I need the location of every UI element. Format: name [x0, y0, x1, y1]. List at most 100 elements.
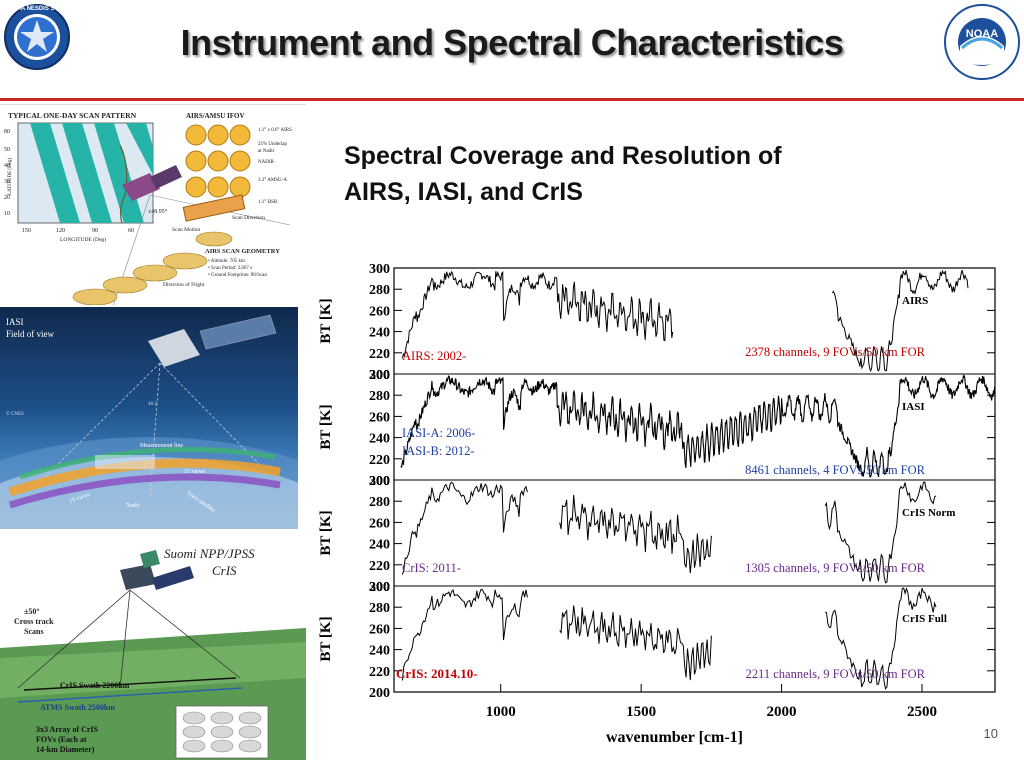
airs-scan-pattern-title: TYPICAL ONE-DAY SCAN PATTERN: [8, 111, 137, 120]
cris-fov-caption-3: 14-km Diameter): [36, 745, 95, 754]
airs-ifov-note-4: NADIR: [258, 160, 274, 165]
page-number: 10: [983, 726, 998, 741]
y-tick-label: 280: [369, 283, 390, 298]
spectrum-line: [831, 269, 969, 373]
spectrum-panel-4: 200 220 240 260 280 300 BT [K] CrIS Full CrIS: 2…: [318, 580, 995, 701]
airs-ifov-note-2: 25% Underlap: [258, 142, 288, 147]
instrument-label: IASI-A: 2006-: [402, 426, 475, 440]
y-tick-label: 240: [369, 432, 390, 447]
y-tick-label: 260: [369, 622, 390, 637]
series-name: IASI: [902, 401, 925, 413]
airs-angle-label: ±48.95°: [148, 208, 168, 215]
cris-fov-figure: Suomi NPP/JPSS CrIS ±50° Cross track Sca…: [0, 538, 306, 760]
x-tick-label: 1000: [486, 704, 516, 720]
y-tick-label: 260: [369, 304, 390, 319]
iasi-nadir: Nadir: [126, 503, 140, 509]
airs-ifov-note-6: 1.1° HSB: [258, 200, 278, 205]
channel-info: 2378 channels, 9 FOVs/50 km FOR: [745, 345, 926, 359]
spectrum-line: [400, 374, 996, 478]
airs-geometry-item-1: • Altitude: 705 km: [208, 259, 245, 264]
spectrum-line: [824, 586, 937, 690]
spectrum-line: [559, 494, 712, 574]
y-tick-label: 300: [369, 368, 390, 383]
slide-title: Instrument and Spectral Characteristics: [180, 22, 844, 63]
channel-info: 1305 channels, 9 FOVs/50 km FOR: [745, 561, 926, 575]
airs-lon-tick-1: 150: [22, 228, 31, 234]
spectrum-panel-2: 200 220 240 260 280 300 BT [K] IASI IASI-A: 2006…: [318, 368, 996, 489]
airs-ifov-note-5: 3.3° AMSU-A: [258, 178, 287, 183]
airs-scan-direction: Scan Direction: [232, 215, 265, 221]
y-axis-label: BT [K]: [318, 298, 334, 343]
channel-info: 2211 channels, 9 FOVs/50 km FOR: [746, 667, 926, 681]
y-tick-label: 300: [369, 262, 390, 277]
noaa-logo-text: NOAA: [965, 28, 999, 40]
cris-swath-label: CrIS Swath 2200km: [60, 681, 130, 690]
iasi-views-right: 15 views: [184, 469, 206, 475]
series-name: CrIS Full: [902, 613, 947, 625]
airs-lat-tick-1: 80: [4, 129, 10, 135]
x-tick-label: 1500: [626, 704, 656, 720]
star-seal-icon: [4, 4, 70, 70]
airs-geometry-title: AIRS SCAN GEOMETRY: [205, 248, 280, 255]
spectrum-panel-3: 200 220 240 260 280 300 BT [K] CrIS Norm CrIS: 2…: [318, 474, 995, 595]
spectrum-line: [559, 605, 712, 681]
y-tick-label: 200: [369, 686, 390, 701]
y-tick-label: 240: [369, 538, 390, 553]
airs-geometry-item-3: • Ground Footprints: 90/Scan: [208, 273, 267, 278]
cris-drawing: Suomi NPP/JPSS CrIS ±50° Cross track Sca…: [0, 546, 306, 760]
spectrum-line: [401, 481, 528, 575]
series-name: CrIS Norm: [902, 507, 955, 519]
left-logo-text: NOAA NESDIS STAR: [7, 6, 67, 12]
atms-swath-label: ATMS Swath 2500km: [40, 703, 115, 712]
noaa-logo: NOAA: [944, 4, 1020, 80]
slide-subtitle: Spectral Coverage and Resolution of AIRS…: [344, 138, 904, 210]
airs-direction-of-flight: Direction of Flight: [163, 281, 205, 288]
x-axis-label: wavenumber [cm-1]: [606, 729, 743, 746]
airs-ifov-title: AIRS/AMSU IFOV: [186, 112, 245, 120]
airs-lat-tick-6: 10: [4, 211, 10, 217]
channel-info: 8461 channels, 4 FOVs/50 km FOR: [745, 463, 926, 477]
airs-y-axis-label: LATITUDE (Deg): [8, 158, 13, 195]
instrument-label: IASI-B: 2012-: [402, 444, 475, 458]
airs-lon-tick-2: 120: [56, 228, 65, 234]
y-tick-label: 280: [369, 389, 390, 404]
cris-cross-track-2: Cross track: [14, 617, 54, 626]
series-name: AIRS: [902, 295, 928, 307]
iasi-measurement-line: Measurement line: [140, 443, 183, 449]
iasi-label-line-1: IASI: [6, 317, 24, 327]
airs-footprint-swath: [72, 231, 233, 305]
spectrum-line: [824, 481, 937, 584]
y-tick-label: 240: [369, 644, 390, 659]
airs-lat-tick-2: 50: [4, 147, 10, 153]
airs-scan-drawing: TYPICAL ONE-DAY SCAN PATTERN 80 50 40 30…: [4, 111, 292, 305]
y-tick-label: 240: [369, 326, 390, 341]
airs-lat-tick-5: 20: [4, 195, 10, 201]
y-tick-label: 260: [369, 516, 390, 531]
airs-lon-tick-3: 90: [92, 228, 98, 234]
iasi-drawing: IASI Field of view © CNES 48.3 Measureme…: [0, 314, 298, 529]
airs-lat-tick-3: 40: [4, 163, 10, 169]
y-tick-label: 280: [369, 601, 390, 616]
x-tick-label: 2500: [907, 704, 937, 720]
subtitle-line-1: Spectral Coverage and Resolution of: [344, 142, 782, 170]
iasi-angle: 48.3: [148, 402, 157, 407]
instrument-label: AIRS: 2002-: [402, 349, 466, 363]
y-tick-label: 300: [369, 580, 390, 595]
cris-cross-track-3: Scans: [24, 627, 44, 636]
spectrum-line: [401, 588, 528, 681]
airs-lat-tick-4: 30: [4, 179, 10, 185]
y-tick-label: 300: [369, 474, 390, 489]
y-tick-label: 220: [369, 347, 390, 362]
airs-lon-tick-4: 60: [128, 228, 134, 234]
iasi-fov-figure: IASI Field of view © CNES 48.3 Measureme…: [0, 307, 298, 529]
cris-cross-track-1: ±50°: [24, 607, 40, 616]
cris-fov-caption-1: 3x3 Array of CrIS: [36, 725, 99, 734]
iasi-copyright: © CNES: [6, 411, 24, 417]
y-axis-label: BT [K]: [318, 404, 334, 449]
cris-fov-caption-2: FOVs (Each at: [36, 735, 87, 744]
iasi-label-line-2: Field of view: [6, 329, 54, 339]
subtitle-line-2: AIRS, IASI, and CrIS: [344, 178, 583, 206]
y-tick-label: 200: [369, 580, 390, 595]
instrument-label: CrIS: 2011-: [402, 561, 461, 575]
noaa-nesdis-star-logo: NOAA NESDIS STAR: [4, 4, 70, 70]
